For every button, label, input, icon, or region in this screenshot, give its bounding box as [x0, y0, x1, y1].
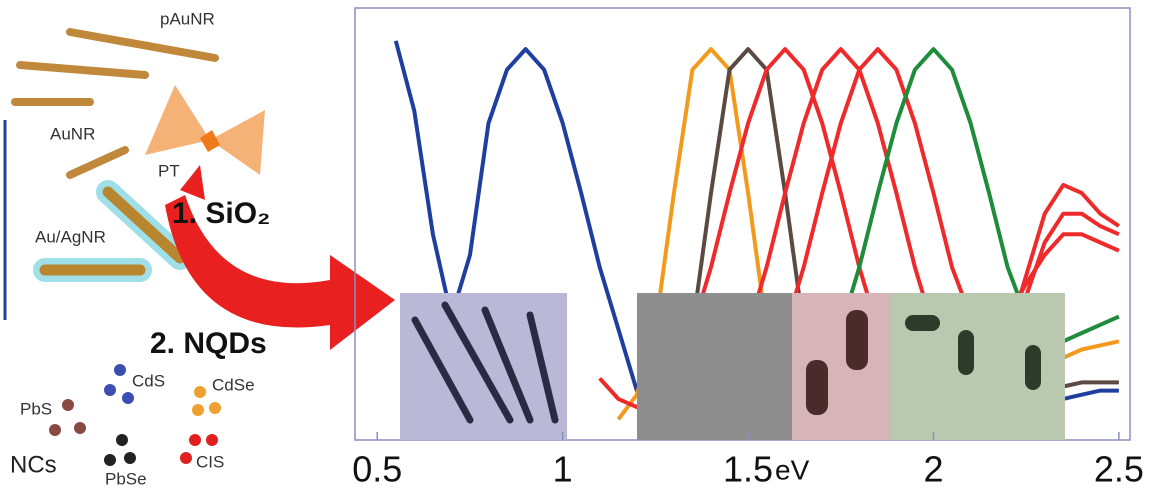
- x-tick-label: 1.5: [723, 449, 773, 490]
- x-tick-label: 2.5: [1094, 449, 1144, 490]
- prism: [145, 85, 265, 175]
- label: CdSe: [212, 375, 255, 394]
- x-tick-label: 0.5: [352, 449, 402, 490]
- x-tick-label: 1: [553, 449, 573, 490]
- x-axis: eV 0.5 1 1.5 2 2.5: [352, 432, 1144, 490]
- spectrum: [691, 47, 1120, 409]
- diagram: pAuNR AuNR PT Au/AgNR 1. SiO₂ 2. NQDs Pb…: [3, 9, 395, 488]
- step-label: 2. NQDs: [150, 327, 267, 360]
- step-label: 1. SiO₂: [172, 197, 270, 230]
- label: Au/AgNR: [35, 227, 106, 246]
- label: AuNR: [50, 124, 95, 143]
- label: PbSe: [105, 469, 147, 488]
- x-axis-label: eV: [775, 454, 810, 485]
- prism-gap: [200, 130, 220, 152]
- label: NCs: [10, 451, 57, 478]
- label: CIS: [196, 452, 224, 471]
- coated-rods: [33, 180, 192, 282]
- arrow: [165, 165, 395, 350]
- label: PbS: [20, 399, 52, 418]
- nanorods: [11, 28, 219, 179]
- nanocrystal-dots: [49, 364, 221, 466]
- tem-image: [637, 293, 792, 440]
- label: PT: [158, 161, 180, 180]
- label: CdS: [132, 371, 165, 390]
- tem-images: [400, 293, 1065, 440]
- label: pAuNR: [160, 9, 215, 28]
- x-tick-label: 2: [923, 449, 943, 490]
